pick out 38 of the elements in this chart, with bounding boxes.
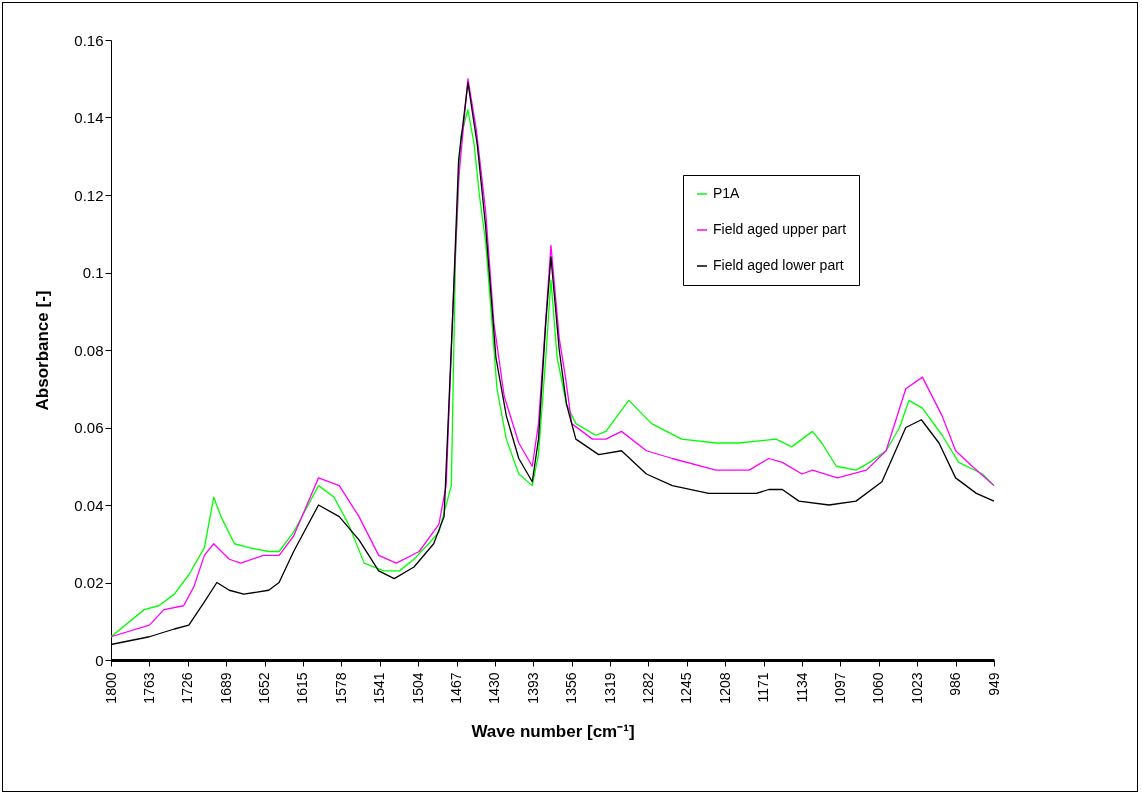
x-tick-label: 1541 <box>371 672 388 704</box>
x-tick-label: 1319 <box>601 672 618 704</box>
x-tick-label: 1763 <box>140 672 157 704</box>
x-tick-label: 1245 <box>678 672 695 704</box>
x-tick-label: 1578 <box>332 672 349 704</box>
y-tick-label: 0.1 <box>82 264 104 281</box>
x-tick-label: 1171 <box>755 672 772 703</box>
x-tick-label: 1504 <box>409 672 426 704</box>
y-tick-label: 0.08 <box>74 341 104 359</box>
x-tick-label: 1208 <box>716 672 733 704</box>
x-tick-label: 1060 <box>870 672 887 704</box>
x-tick-label: 1097 <box>831 672 848 704</box>
legend-label: Field aged lower part <box>713 257 844 273</box>
y-tick-label: 0.14 <box>74 109 104 126</box>
y-tick-label: 0.02 <box>74 574 104 591</box>
x-tick-label: 1023 <box>908 672 925 704</box>
x-tick-label: 949 <box>985 672 1002 696</box>
x-tick-label: 1615 <box>294 672 311 704</box>
x-tick-label: 1652 <box>256 672 273 704</box>
x-tick-label: 1689 <box>217 672 234 704</box>
y-tick-label: 0.06 <box>74 419 104 436</box>
x-tick-label: 1467 <box>448 672 465 704</box>
x-tick-label: 1393 <box>524 672 541 704</box>
x-tick-label: 1800 <box>102 672 119 704</box>
x-tick-label: 986 <box>947 672 964 696</box>
x-tick-label: 1282 <box>639 672 656 704</box>
x-tick-label: 1134 <box>793 672 810 703</box>
y-axis-title: Absorbance [-] <box>33 290 53 411</box>
y-tick-label: 0.12 <box>74 186 104 204</box>
x-tick-label: 1726 <box>179 672 196 704</box>
y-tick-label: 0 <box>95 651 104 669</box>
legend-label: P1A <box>713 185 741 201</box>
x-axis-title: Wave number [cm⁻¹] <box>471 721 635 741</box>
y-tick-label: 0.04 <box>74 496 104 514</box>
x-tick-label: 1430 <box>486 672 503 704</box>
y-tick-label: 0.16 <box>74 31 104 49</box>
x-tick-label: 1356 <box>563 672 580 704</box>
legend-label: Field aged upper part <box>713 221 847 237</box>
